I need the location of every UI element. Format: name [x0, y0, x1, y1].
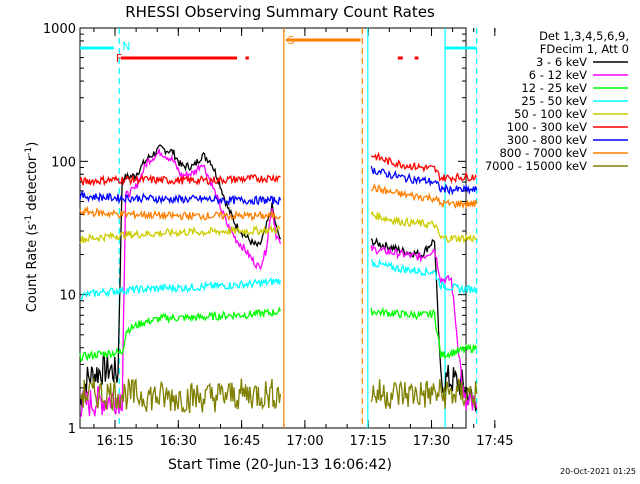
annotation-S: S [288, 34, 295, 47]
series-line-5 [79, 173, 281, 188]
series-line-7 [370, 182, 478, 210]
series-line-3 [79, 277, 282, 301]
legend-label-4: 50 - 100 keV [514, 107, 587, 121]
series-line-1 [370, 244, 478, 411]
legend-header-line1: Det 1,3,4,5,6,9, [539, 29, 629, 43]
series-line-2 [79, 306, 282, 363]
legend-label-3: 25 - 50 keV [521, 94, 587, 108]
series-line-2 [370, 306, 478, 360]
y-tick-label: 1 [68, 422, 76, 437]
series-line-5 [370, 151, 478, 184]
x-tick-label: 16:45 [223, 434, 260, 449]
series-line-8 [370, 378, 478, 410]
series-line-4 [370, 210, 478, 244]
legend-label-6: 300 - 800 keV [507, 133, 587, 147]
x-tick-label: 17:15 [349, 434, 386, 449]
annotation-F: F [116, 52, 122, 65]
legend-label-0: 3 - 6 keV [536, 55, 587, 69]
annotation-N: N [122, 40, 130, 53]
legend-label-7: 800 - 7000 keV [499, 146, 587, 160]
x-tick-label: 17:30 [413, 434, 450, 449]
y-tick-label: 100 [51, 155, 76, 170]
plot-area: 1 10 100 1000 16:15 16:30 16:45 17:00 17:15 17:30… [43, 22, 514, 449]
series-line-0 [370, 237, 478, 413]
plot-frame [79, 27, 467, 429]
y-axis-label: Count Rate (s-1 detector-1) [24, 142, 40, 313]
series-line-6 [370, 165, 478, 196]
legend-header-line2: FDecim 1, Att 0 [540, 42, 629, 56]
x-tick-label: 17:00 [286, 434, 323, 449]
x-tick-label: 16:15 [96, 434, 133, 449]
legend-label-5: 100 - 300 keV [507, 120, 587, 134]
series-line-6 [79, 189, 282, 207]
series-line-4 [79, 224, 281, 244]
series-line-3 [370, 258, 478, 294]
x-axis-label: Start Time (20-Jun-13 16:06:42) [168, 457, 392, 473]
series-line-0 [79, 144, 282, 409]
series-line-8 [79, 378, 282, 414]
series-line-7 [79, 205, 281, 222]
x-tick-label: 17:45 [476, 434, 513, 449]
chart-title: RHESSI Observing Summary Count Rates [125, 3, 435, 21]
y-tick-label: 10 [59, 289, 76, 304]
y-tick-label: 1000 [43, 22, 76, 37]
legend-label-2: 12 - 25 keV [521, 81, 587, 95]
legend-label-8: 7000 - 15000 keV [485, 159, 587, 173]
legend-label-1: 6 - 12 keV [529, 68, 587, 82]
footer-timestamp: 20-Oct-2021 01:25 [560, 467, 636, 476]
x-tick-label: 16:30 [160, 434, 197, 449]
